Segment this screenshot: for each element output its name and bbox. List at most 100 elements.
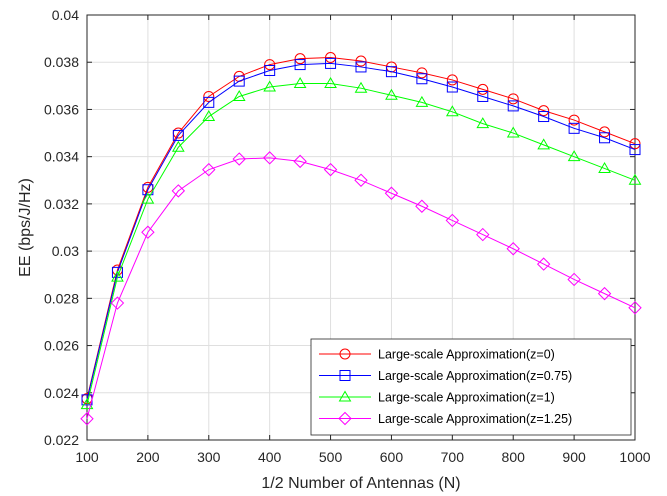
- x-tick-labels: 100 200 300 400 500 600 700 800 900 1000: [75, 449, 650, 465]
- data-point: [232, 152, 246, 166]
- data-point: [262, 151, 277, 165]
- data-point: [80, 398, 94, 410]
- series-1: [81, 52, 641, 405]
- y-tick-label: 0.036: [44, 101, 79, 117]
- data-point: [446, 74, 458, 86]
- x-tick-label: 400: [258, 449, 282, 465]
- data-point: [599, 126, 611, 138]
- legend-item: Large-scale Approximation(z=0): [319, 348, 555, 362]
- data-point: [263, 80, 277, 92]
- data-point: [477, 83, 489, 95]
- data-point: [293, 76, 307, 88]
- data-point: [385, 66, 397, 78]
- legend-label: Large-scale Approximation(z=1): [378, 391, 555, 405]
- data-point: [628, 173, 642, 185]
- legend-label: Large-scale Approximation(z=0.75): [378, 369, 572, 383]
- data-point: [506, 126, 520, 138]
- series-layer: [80, 52, 642, 426]
- data-point: [445, 213, 460, 228]
- legend-item: Large-scale Approximation(z=0.75): [319, 369, 572, 383]
- data-point: [537, 138, 551, 150]
- data-point: [323, 162, 338, 177]
- y-tick-label: 0.03: [52, 243, 79, 259]
- legend-marker: [338, 390, 352, 402]
- legend-marker: [339, 348, 351, 360]
- data-point: [597, 286, 612, 301]
- data-point: [110, 296, 125, 310]
- plot-frame: [86, 14, 636, 441]
- x-tick-label: 900: [562, 449, 586, 465]
- y-tick-label: 0.038: [44, 54, 79, 70]
- data-point: [506, 242, 520, 256]
- y-tick-label: 0.022: [44, 432, 79, 448]
- legend-marker: [339, 370, 351, 381]
- data-point: [111, 270, 124, 282]
- data-point: [293, 154, 307, 169]
- data-point: [538, 105, 550, 117]
- x-tick-label: 700: [441, 449, 465, 465]
- data-point: [476, 227, 490, 242]
- data-point: [264, 64, 276, 76]
- x-tick-label: 100: [75, 449, 99, 465]
- data-point: [599, 132, 611, 144]
- y-tick-label: 0.034: [44, 149, 79, 165]
- data-point: [568, 122, 580, 134]
- data-point: [415, 95, 429, 107]
- data-point: [629, 144, 641, 156]
- series-line: [86, 82, 636, 405]
- data-point: [264, 59, 276, 71]
- data-point: [567, 272, 581, 287]
- data-point: [232, 89, 246, 101]
- data-point: [416, 73, 428, 85]
- x-tick-label: 1000: [619, 449, 650, 465]
- data-point: [171, 140, 185, 152]
- series-3: [80, 76, 642, 410]
- data-point: [203, 90, 215, 102]
- y-tick-label: 0.028: [44, 290, 79, 306]
- data-point: [567, 150, 581, 162]
- data-point: [598, 161, 611, 173]
- x-tick-label: 500: [319, 449, 343, 465]
- data-point: [385, 88, 398, 100]
- x-axis-title: 1/2 Number of Antennas (N): [261, 475, 460, 492]
- data-point: [355, 61, 367, 73]
- data-point: [171, 184, 186, 198]
- data-point: [536, 257, 551, 271]
- data-point: [324, 76, 337, 88]
- data-point: [445, 105, 459, 117]
- series-line: [86, 56, 636, 399]
- series-line: [86, 157, 636, 419]
- data-point: [203, 96, 215, 108]
- data-point: [80, 412, 94, 426]
- data-point: [325, 52, 337, 63]
- legend-marker: [338, 411, 352, 426]
- y-axis-title: EE (bps/J/Hz): [17, 178, 34, 277]
- x-tick-label: 200: [136, 449, 160, 465]
- data-point: [507, 93, 519, 105]
- series-4: [80, 151, 642, 426]
- data-point: [202, 110, 216, 122]
- x-tick-label: 300: [197, 449, 221, 465]
- data-point: [325, 57, 337, 69]
- data-point: [568, 114, 580, 126]
- data-point: [354, 173, 368, 187]
- data-point: [628, 301, 642, 315]
- data-point: [202, 162, 216, 177]
- x-tick-label: 800: [502, 449, 526, 465]
- data-point: [354, 81, 368, 93]
- data-point: [294, 59, 306, 71]
- data-point: [416, 67, 428, 79]
- data-point: [476, 117, 490, 129]
- y-tick-label: 0.024: [44, 385, 79, 401]
- data-point: [141, 192, 155, 204]
- data-point: [141, 225, 155, 239]
- data-point: [446, 81, 458, 93]
- data-point: [172, 129, 184, 141]
- data-point: [538, 111, 550, 123]
- data-point: [415, 199, 429, 213]
- legend-item: Large-scale Approximation(z=1): [319, 391, 555, 405]
- data-point: [507, 100, 519, 112]
- y-tick-label: 0.032: [44, 196, 79, 212]
- legend-item: Large-scale Approximation(z=1.25): [319, 411, 572, 426]
